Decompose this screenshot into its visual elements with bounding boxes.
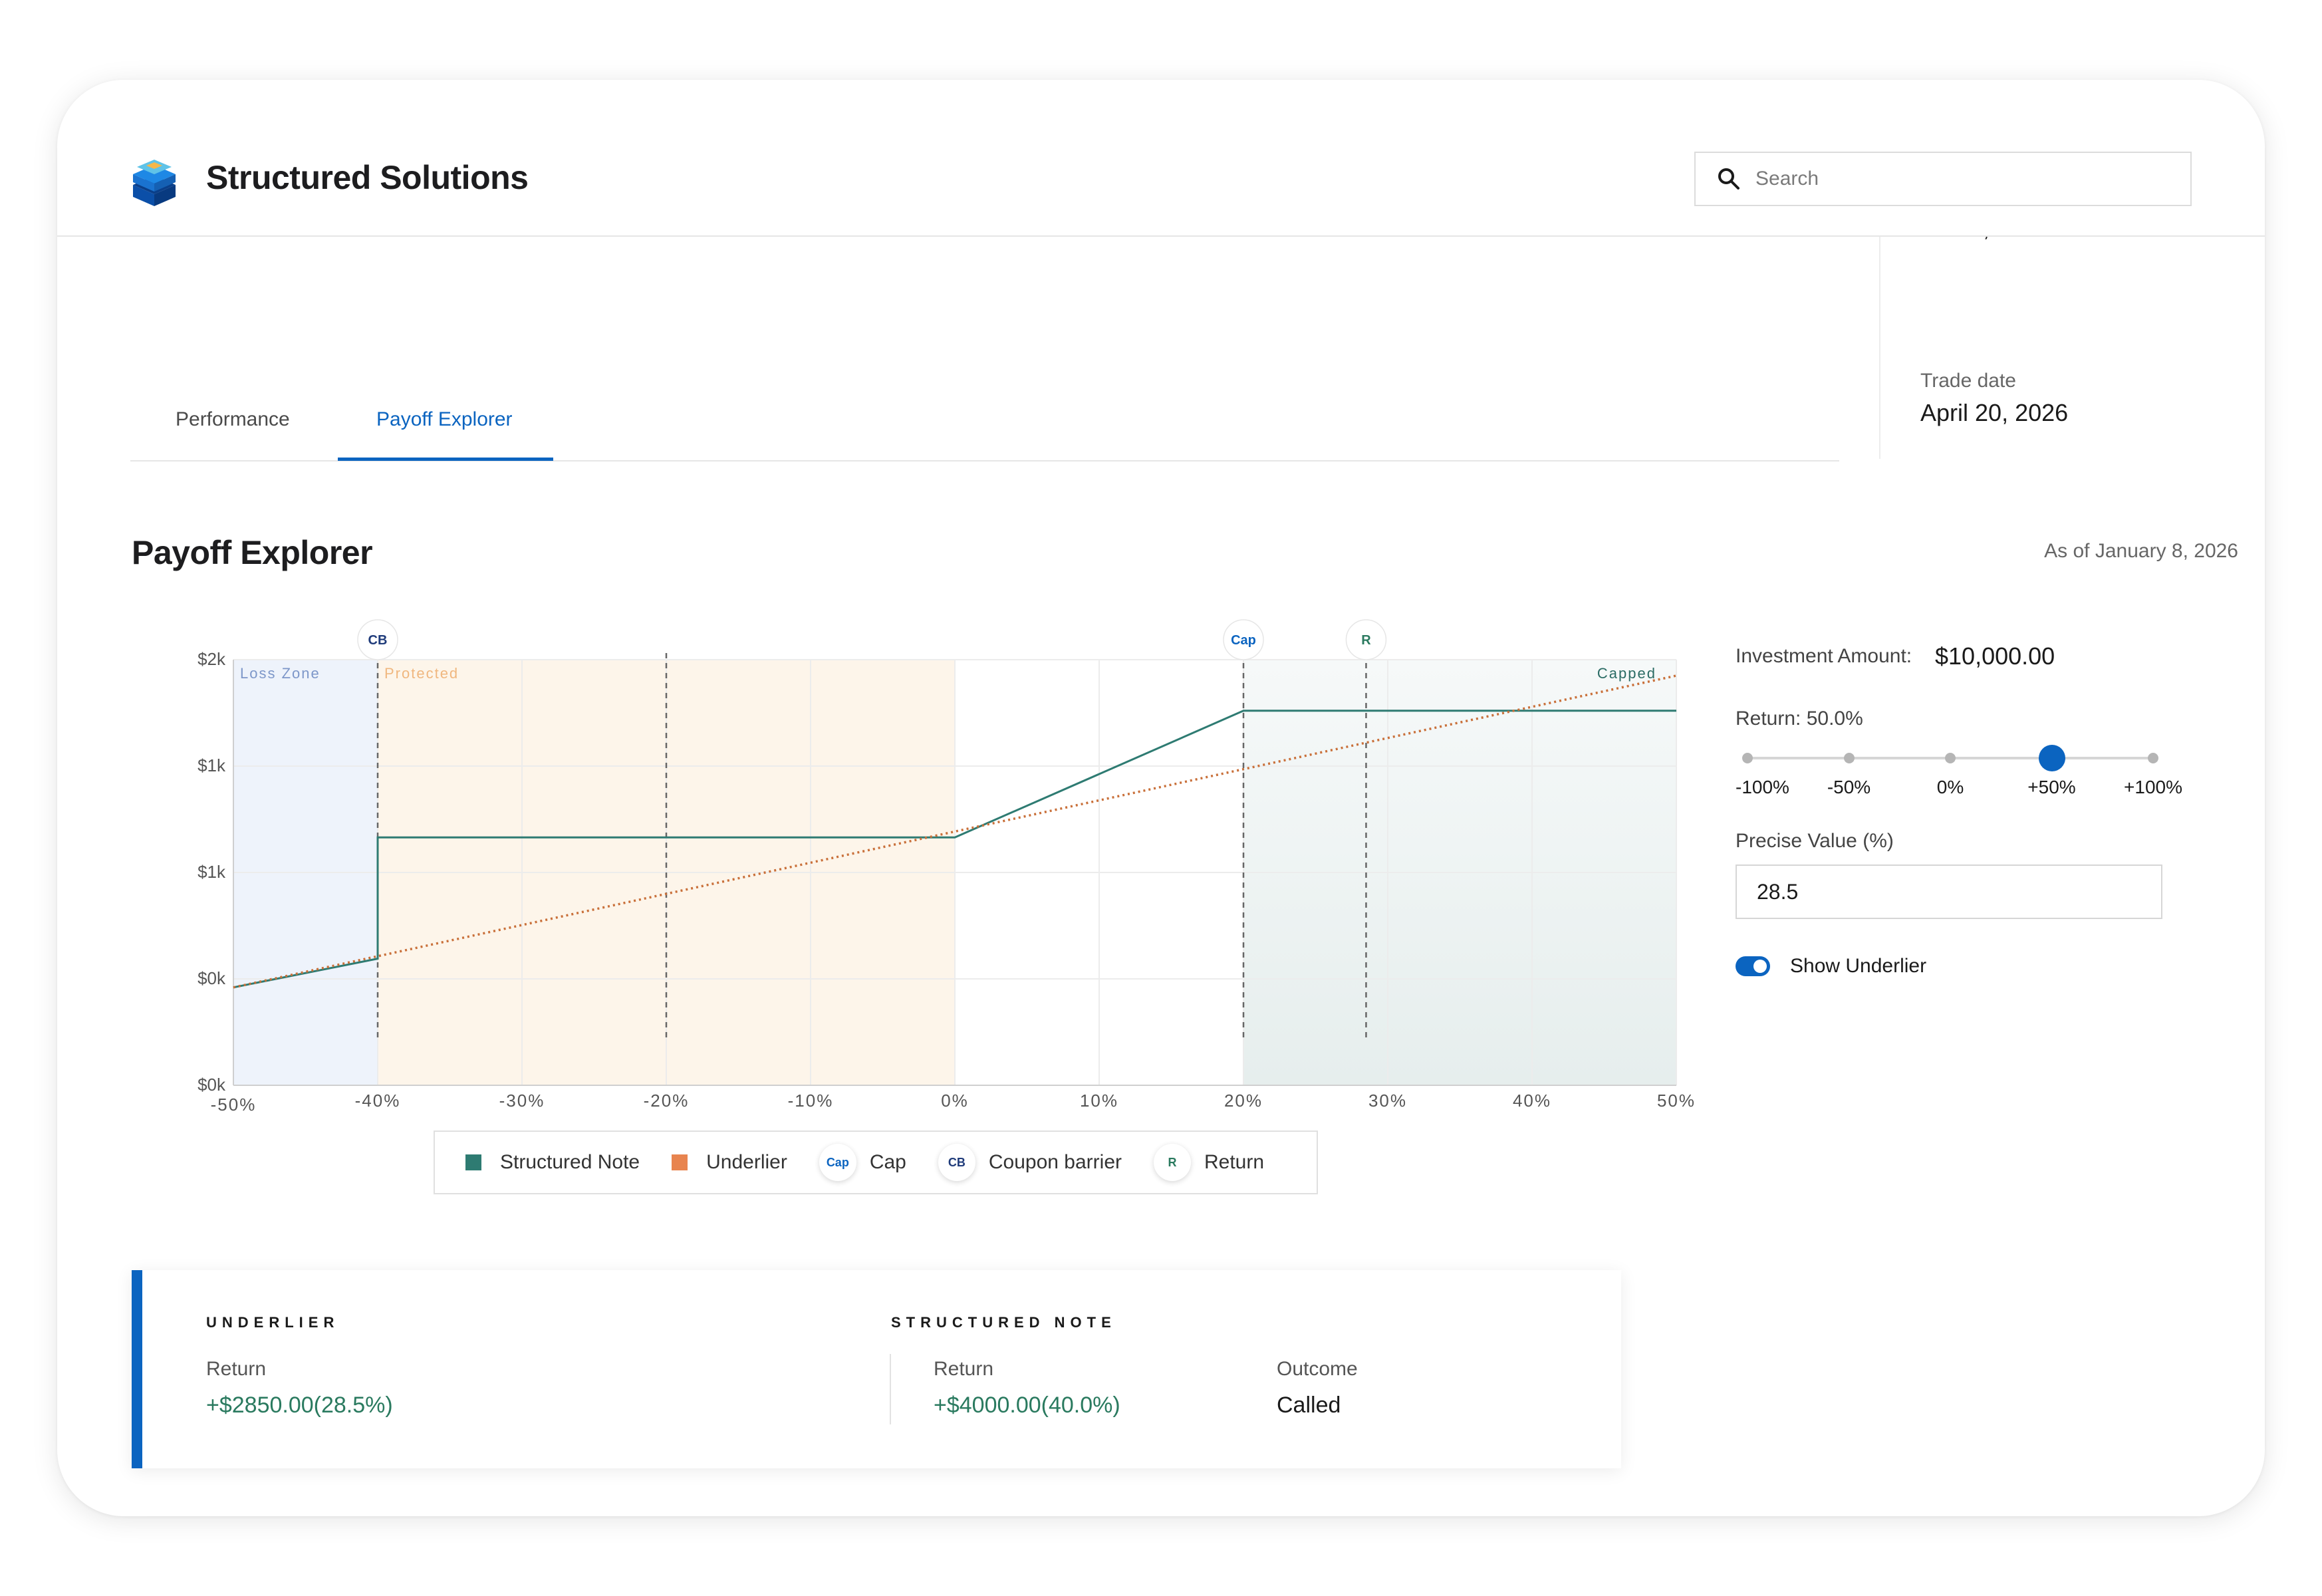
badge-text: Cap: [1231, 633, 1256, 648]
marker-badge-cap: Cap: [1223, 619, 1264, 660]
cap-badge-icon: Cap: [819, 1144, 856, 1181]
layered-stack-logo-icon: [133, 160, 176, 206]
structured-note-heading: STRUCTURED NOTE: [891, 1314, 1116, 1331]
legend-label: Structured Note: [500, 1151, 640, 1173]
slider-tick-label: -100%: [1736, 777, 1789, 797]
slider-tick-dot: [1742, 753, 1753, 763]
x-tick-label: -30%: [499, 1091, 545, 1111]
badge-circle: [1223, 619, 1264, 660]
slider-tick-label: -50%: [1827, 777, 1871, 797]
x-tick-label: 30%: [1368, 1091, 1407, 1111]
toggle-knob: [1753, 960, 1767, 973]
zone-label: Protected: [384, 665, 459, 682]
x-tick-label: 50%: [1657, 1091, 1696, 1111]
x-tick-label: -10%: [788, 1091, 834, 1111]
structured-note-swatch: [465, 1154, 481, 1170]
active-tab-indicator: [338, 458, 553, 461]
investment-amount-value: $10,000.00: [1935, 642, 2055, 670]
results-divider: [890, 1354, 891, 1424]
app-title: Structured Solutions: [206, 159, 529, 196]
slider-tick-dot: [1945, 753, 1956, 763]
marker-badge-cb: CB: [357, 619, 398, 660]
trade-date-value: April 20, 2026: [1920, 399, 2069, 426]
investment-amount-label: Investment Amount:: [1736, 645, 1912, 667]
y-tick-label: $0k: [197, 1075, 226, 1095]
y-tick-label: $1k: [197, 755, 226, 775]
coupon-barrier-badge-icon: CB: [938, 1144, 975, 1181]
series-line-structured-note: [233, 710, 1676, 989]
zone-label: Capped: [1597, 665, 1656, 682]
legend-label: Cap: [869, 1151, 906, 1173]
x-tick-label: 0%: [941, 1091, 969, 1111]
y-tick-label: $2k: [197, 649, 226, 669]
show-underlier-label: Show Underlier: [1790, 955, 1927, 977]
search-box[interactable]: [1694, 152, 2192, 206]
section-title: Payoff Explorer: [132, 534, 373, 571]
y-tick-label: $0k: [197, 968, 226, 988]
outcome-label: Outcome: [1277, 1358, 1358, 1380]
legend-label: Return: [1204, 1151, 1265, 1173]
x-tick-label: -50%: [211, 1095, 257, 1115]
precise-value-label: Precise Value (%): [1736, 830, 1894, 852]
slider-tick-label: +100%: [2124, 777, 2182, 797]
results-card: UNDERLIER Return +$2850.00(28.5%) STRUCT…: [132, 1270, 1621, 1468]
underlier-heading: UNDERLIER: [206, 1314, 340, 1331]
precise-value-input[interactable]: [1736, 864, 2162, 919]
tab-performance[interactable]: Performance: [176, 408, 290, 430]
trade-info-panel: Dec 4, 2030 Trade date April 20, 2026: [1879, 237, 2145, 459]
return-label: Return: 50.0%: [1736, 708, 1863, 730]
results-accent-bar: [132, 1270, 142, 1468]
app-window: Structured Solutions Dec 4, 2030 Trade d…: [57, 80, 2265, 1516]
legend-cap: Cap Cap: [819, 1144, 906, 1181]
trade-date-label: Trade date: [1920, 370, 2016, 392]
legend-label: Underlier: [706, 1151, 787, 1173]
badge-text: R: [1361, 633, 1371, 648]
return-badge-icon: R: [1154, 1144, 1191, 1181]
outcome-value: Called: [1277, 1393, 1341, 1418]
show-underlier-toggle[interactable]: [1736, 956, 1770, 976]
as-of-date: As of January 8, 2026: [2044, 540, 2238, 562]
search-input[interactable]: [1755, 168, 2181, 190]
y-tick-label: $1k: [197, 862, 226, 882]
x-tick-label: -40%: [355, 1091, 401, 1111]
note-return-label: Return: [934, 1358, 994, 1380]
tab-bar: Performance Payoff Explorer: [130, 322, 1839, 462]
slider-thumb[interactable]: [2038, 745, 2065, 771]
search-icon: [1718, 168, 1740, 190]
badge-circle: [357, 619, 398, 660]
maturity-date-value: Dec 4, 2030: [1920, 237, 2049, 242]
chart-legend: Structured Note Underlier Cap Cap CB Cou…: [434, 1130, 1318, 1194]
slider-tick-label: +50%: [2027, 777, 2076, 797]
note-return-value: +$4000.00(40.0%): [934, 1393, 1120, 1418]
slider-tick-label: 0%: [1936, 777, 1964, 797]
zone-label: Loss Zone: [240, 665, 321, 682]
underlier-return-value: +$2850.00(28.5%): [206, 1393, 393, 1418]
x-tick-label: -20%: [644, 1091, 690, 1111]
slider-tick-dot: [2148, 753, 2158, 763]
payoff-chart: Loss Zone Protected Capped CB Cap R $0k $0k $1k $…: [197, 619, 1696, 1115]
underlier-swatch: [672, 1154, 688, 1170]
x-tick-label: 40%: [1513, 1091, 1551, 1111]
legend-underlier: Underlier: [672, 1151, 787, 1174]
legend-structured-note: Structured Note: [465, 1151, 640, 1174]
x-tick-label: 20%: [1224, 1091, 1263, 1111]
return-slider[interactable]: -100% -50% 0% +50% +100%: [1736, 742, 2228, 802]
marker-badge-r: R: [1345, 619, 1387, 660]
slider-tick-dot: [1843, 753, 1855, 763]
legend-label: Coupon barrier: [988, 1151, 1122, 1173]
legend-return: R Return: [1154, 1144, 1264, 1181]
tab-payoff-explorer[interactable]: Payoff Explorer: [376, 408, 513, 430]
series-line-underlier: [233, 674, 1677, 989]
badge-circle: [1345, 619, 1387, 660]
underlier-return-label: Return: [206, 1358, 267, 1380]
x-tick-label: 10%: [1080, 1091, 1118, 1111]
header-divider: [57, 235, 2265, 237]
badge-text: CB: [368, 633, 388, 648]
legend-coupon-barrier: CB Coupon barrier: [938, 1144, 1122, 1181]
